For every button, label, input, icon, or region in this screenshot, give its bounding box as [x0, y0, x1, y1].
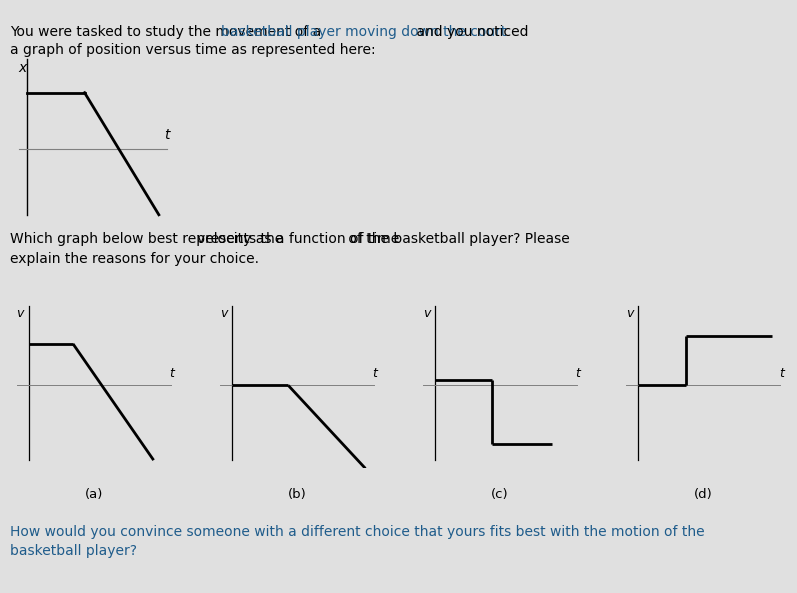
Text: v: v: [423, 307, 430, 320]
Text: How would you convince someone with a different choice that yours fits best with: How would you convince someone with a di…: [10, 525, 705, 539]
Text: (a): (a): [84, 489, 103, 502]
Text: You were tasked to study the movement of a: You were tasked to study the movement of…: [10, 25, 326, 39]
Text: t: t: [575, 368, 580, 381]
Text: v: v: [17, 307, 24, 320]
Text: basketball player moving down the court: basketball player moving down the court: [221, 25, 507, 39]
Text: v: v: [220, 307, 227, 320]
Text: Which graph below best represents the: Which graph below best represents the: [10, 232, 288, 247]
Text: explain the reasons for your choice.: explain the reasons for your choice.: [10, 252, 259, 266]
Text: velocity as a function of time: velocity as a function of time: [197, 232, 398, 247]
Text: (d): (d): [694, 489, 713, 502]
Text: t: t: [164, 129, 169, 142]
Text: (b): (b): [288, 489, 306, 502]
Text: basketball player?: basketball player?: [10, 544, 137, 559]
Text: t: t: [169, 368, 174, 381]
Text: a graph of position versus time as represented here:: a graph of position versus time as repre…: [10, 43, 376, 57]
Text: (c): (c): [491, 489, 509, 502]
Text: and you noticed: and you noticed: [412, 25, 528, 39]
Text: of the basketball player? Please: of the basketball player? Please: [344, 232, 569, 247]
Text: t: t: [779, 368, 783, 381]
Text: t: t: [372, 368, 377, 381]
Text: x: x: [18, 61, 27, 75]
Text: v: v: [626, 307, 634, 320]
